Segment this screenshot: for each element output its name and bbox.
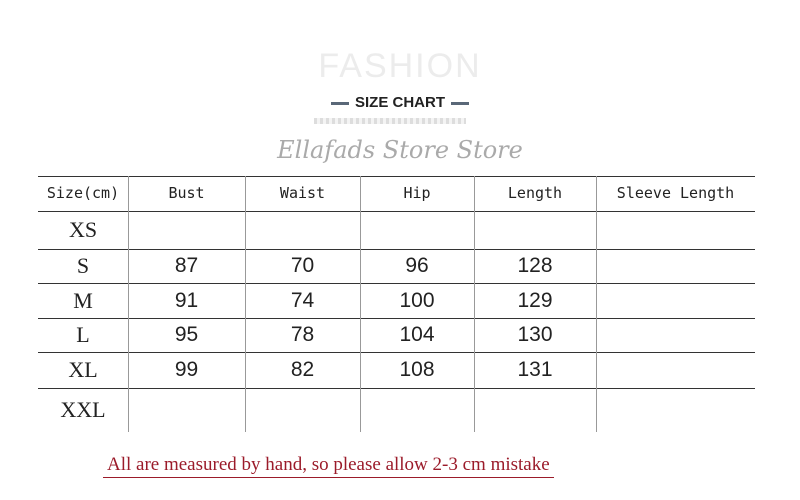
table-cell: 108 xyxy=(399,358,435,381)
column-divider xyxy=(474,176,475,432)
dash-right xyxy=(451,101,469,105)
table-cell: 78 xyxy=(290,323,315,346)
row-divider xyxy=(38,283,755,284)
row-divider xyxy=(38,249,755,250)
size-label: S xyxy=(76,253,90,278)
table-cell: 96 xyxy=(405,254,429,277)
table-cell xyxy=(596,388,755,432)
column-header: Waist xyxy=(279,184,326,202)
table-cell: 91 xyxy=(174,289,199,312)
row-divider xyxy=(38,352,755,353)
size-label: L xyxy=(76,322,90,347)
column-divider xyxy=(596,176,597,432)
table-cell: 82 xyxy=(290,358,315,381)
table-cell xyxy=(596,249,755,283)
dash-left xyxy=(331,101,349,105)
table-cell: 74 xyxy=(290,289,315,312)
size-chart-title: SIZE CHART xyxy=(0,93,800,113)
column-header: Sleeve Length xyxy=(616,184,735,202)
table-cell: 87 xyxy=(174,254,199,277)
row-divider xyxy=(38,388,755,389)
table-cell xyxy=(245,211,360,249)
row-divider xyxy=(38,211,755,212)
size-label: XXL xyxy=(60,397,106,422)
table-cell: 128 xyxy=(517,254,553,277)
size-label: XL xyxy=(68,357,98,382)
table-cell: 70 xyxy=(290,254,315,277)
column-divider xyxy=(128,176,129,432)
measurement-note: All are measured by hand, so please allo… xyxy=(103,454,554,478)
wave-divider xyxy=(314,118,466,124)
table-cell: 131 xyxy=(517,358,553,381)
table-cell: 100 xyxy=(399,289,435,312)
table-cell xyxy=(128,388,245,432)
table-cell: 104 xyxy=(399,323,435,346)
column-header: Size(cm) xyxy=(46,184,120,202)
column-header: Hip xyxy=(403,184,431,202)
store-name: Ellafads Store Store xyxy=(277,136,523,164)
table-cell xyxy=(360,211,474,249)
size-label: M xyxy=(73,288,93,313)
table-cell xyxy=(360,388,474,432)
table-cell: 99 xyxy=(174,358,199,381)
table-cell xyxy=(596,352,755,388)
title-text: SIZE CHART xyxy=(355,94,445,111)
fashion-watermark: FASHION xyxy=(318,47,482,85)
table-cell: 130 xyxy=(517,323,553,346)
column-divider xyxy=(245,176,246,432)
size-label: XS xyxy=(68,217,98,242)
column-divider xyxy=(360,176,361,432)
column-header: Bust xyxy=(168,184,205,202)
table-cell xyxy=(245,388,360,432)
table-cell xyxy=(128,211,245,249)
table-cell xyxy=(596,318,755,352)
table-cell: 95 xyxy=(174,323,199,346)
column-header: Length xyxy=(507,184,563,202)
row-divider xyxy=(38,176,755,177)
table-cell xyxy=(596,211,755,249)
table-cell xyxy=(474,388,596,432)
table-cell xyxy=(474,211,596,249)
row-divider xyxy=(38,318,755,319)
table-cell: 129 xyxy=(517,289,553,312)
table-cell xyxy=(596,283,755,318)
